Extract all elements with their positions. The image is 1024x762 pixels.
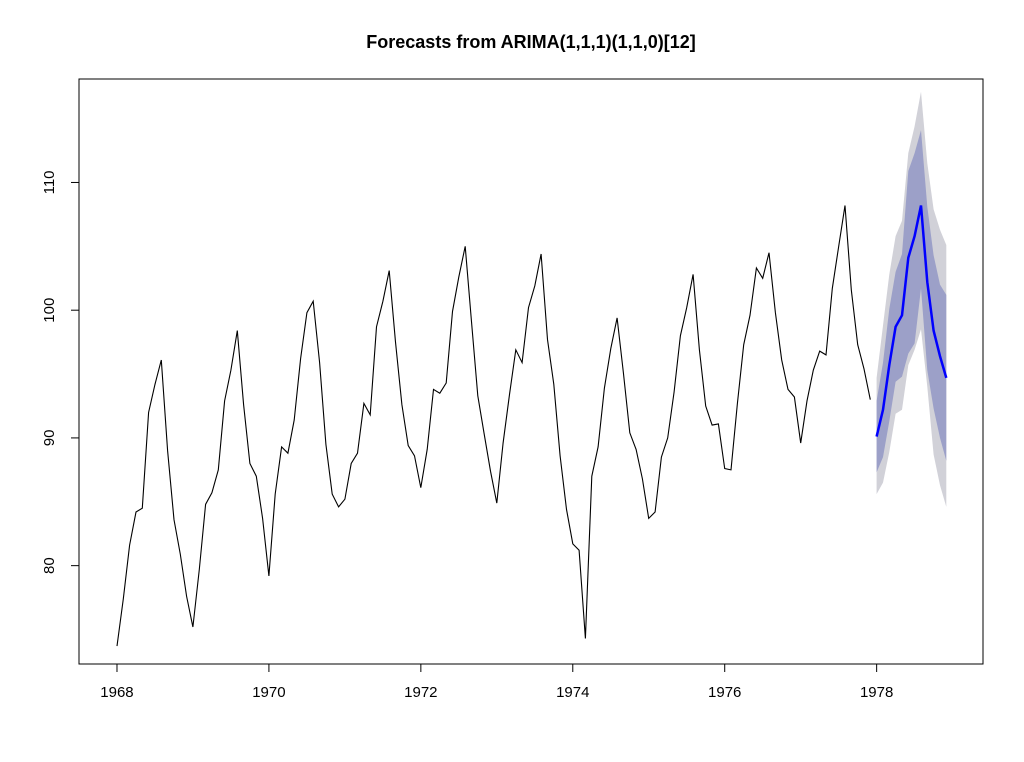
observed-series-line xyxy=(116,205,871,647)
x-tick-label: 1972 xyxy=(404,684,437,701)
plot-frame xyxy=(78,78,984,665)
prediction-interval-80-band xyxy=(876,130,947,473)
y-tick-label: 90 xyxy=(41,430,58,447)
x-tick-label: 1968 xyxy=(100,684,133,701)
x-tick-label: 1970 xyxy=(252,684,285,701)
chart-title: Forecasts from ARIMA(1,1,1)(1,1,0)[12] xyxy=(366,32,695,52)
y-axis: 80 90 100 110 xyxy=(41,170,80,574)
x-tick-label: 1974 xyxy=(556,684,589,701)
y-tick-label: 100 xyxy=(41,298,58,323)
band-80-area xyxy=(876,130,947,473)
x-tick-label: 1976 xyxy=(708,684,741,701)
forecast-line xyxy=(875,205,948,437)
observed-line xyxy=(116,205,871,647)
y-tick-label: 80 xyxy=(41,557,58,574)
x-tick-label: 1978 xyxy=(860,684,893,701)
y-tick-label: 110 xyxy=(41,170,58,194)
forecast-series-line xyxy=(875,205,948,437)
x-axis: 1968 1970 1972 1974 1976 1978 xyxy=(100,663,893,701)
